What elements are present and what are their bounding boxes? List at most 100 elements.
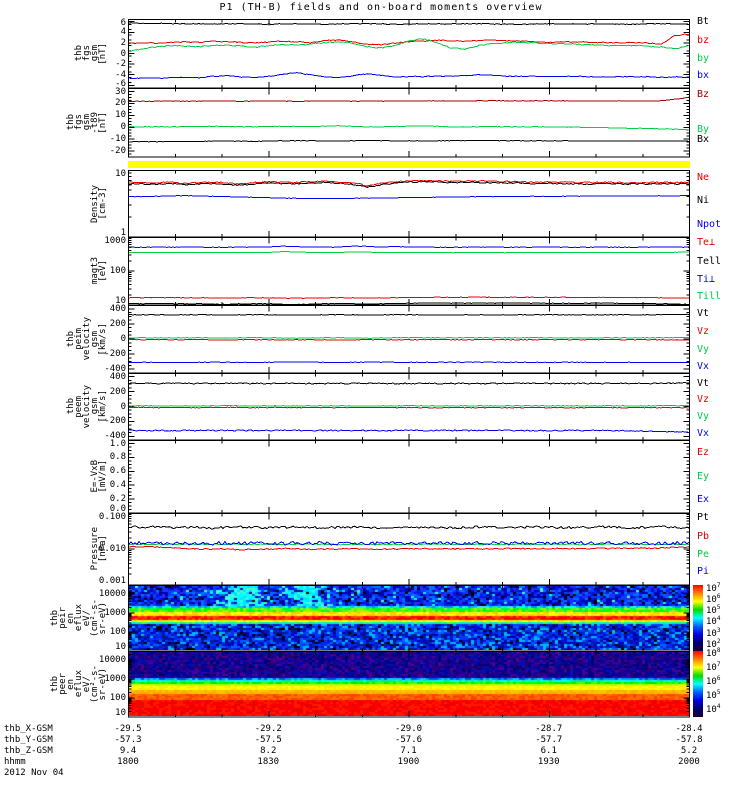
ytick-label: -10: [109, 134, 126, 145]
legend-Vx: Vx: [697, 428, 710, 439]
colorbar-label: 107: [706, 582, 721, 594]
footer-value: -57.8: [675, 735, 703, 745]
ytick-label: 0: [120, 122, 126, 133]
series-Pb: [128, 545, 690, 551]
ylabel-pressure: Pressure [nPa]: [35, 513, 108, 585]
legend-Vz: Vz: [697, 326, 710, 337]
panel-magt3: [128, 237, 690, 306]
legend-Pi: Pi: [697, 566, 710, 577]
colorbar-label: 108: [706, 647, 721, 659]
colorbar-label: 105: [706, 605, 720, 616]
panel-frame: [128, 170, 690, 238]
ytick-label: 30: [115, 87, 126, 97]
ytick-label: 0.6: [109, 466, 126, 477]
colorbar-label-base: 10: [706, 677, 717, 687]
legend-by: by: [697, 53, 710, 64]
legend-Te⊥: Te⊥: [697, 237, 716, 248]
ytick-label: 1: [120, 228, 126, 238]
series-Tell: [128, 302, 689, 306]
series-Vz: [129, 338, 690, 341]
footer-value: -28.7: [535, 724, 563, 734]
series-Vt: [128, 382, 690, 385]
colorbar-peer-eflux: [693, 651, 703, 717]
series-Bz: [128, 96, 690, 103]
colorbar-label-exp: 4: [716, 703, 721, 710]
ytick-label: -400: [104, 364, 126, 374]
panel-frame: [128, 651, 690, 718]
legend-Ey: Ey: [697, 471, 710, 482]
footer-value: -28.4: [675, 724, 703, 734]
series-Pi: [128, 540, 690, 546]
legend-Ne: Ne: [697, 172, 710, 183]
legend-Vy: Vy: [697, 411, 710, 422]
ylabel-peer-eflux: thb peer en eflux eV/(cm²-s-sr-eV): [35, 651, 108, 717]
series-Till: [128, 251, 689, 254]
footer-value: 1930: [537, 757, 560, 767]
colorbar-peir-eflux: [693, 585, 703, 651]
series-Vx: [128, 429, 690, 433]
legend-Ti⊥: Ti⊥: [697, 274, 716, 285]
series-by: [128, 38, 690, 53]
colorbar-label: 104: [706, 616, 720, 627]
colorbar-label-exp: 2: [716, 638, 721, 645]
legend-Tell: Tell: [697, 256, 722, 267]
legend-Ez: Ez: [697, 447, 710, 458]
series-Bt: [128, 22, 690, 26]
ylabel-line: [km/s]: [98, 390, 108, 423]
series-bx: [128, 72, 690, 79]
ylabel-fgs-gsm-t89: thb fgs gsm -t89 [nT]: [35, 88, 108, 157]
legend-Vt: Vt: [697, 308, 710, 319]
footer-value: -57.5: [254, 735, 282, 745]
colorbar-label-exp: 7: [716, 582, 721, 589]
series-Vz: [128, 406, 689, 409]
ytick-label: 1000: [104, 236, 126, 246]
legend-By: By: [697, 124, 710, 135]
footer-value: 6.1: [540, 746, 557, 756]
ytick-label: 6: [120, 18, 126, 28]
footer-row-label: thb_Y-GSM: [4, 735, 53, 745]
legend-bx: bx: [697, 70, 710, 81]
footer-value: 9.4: [119, 746, 137, 756]
ytick-label: 0.4: [109, 480, 126, 491]
series-Pt: [128, 525, 690, 530]
ylabel-line: [nT]: [98, 111, 108, 134]
panel-peir-eflux: [128, 585, 690, 652]
ytick-label: 0.8: [109, 452, 126, 463]
colorbar-label-base: 10: [706, 584, 717, 594]
colorbar-label: 105: [706, 690, 720, 701]
legend-Vx: Vx: [697, 361, 710, 372]
panel-fgs-gsm: [128, 19, 690, 89]
series-By: [128, 125, 690, 131]
series-Ti⊥: [129, 245, 690, 248]
series-Npot: [128, 195, 690, 200]
legend-Ni: Ni: [697, 195, 710, 206]
legend-Vt: Vt: [697, 378, 710, 389]
ylabel-line: [mV/m]: [98, 460, 108, 493]
ytick-label: 400: [109, 304, 126, 314]
panel-peim-velocity: [128, 305, 690, 374]
legend-Pt: Pt: [697, 512, 710, 523]
colorbar-label-exp: 3: [716, 627, 721, 634]
ylabel-peir-eflux: thb peir en eflux eV/(cm²-s-sr-eV): [35, 585, 108, 651]
ytick-label: 2: [120, 37, 126, 48]
footer-value: -29.2: [254, 724, 282, 734]
colorbar-label-exp: 8: [716, 647, 721, 654]
series-Vy: [128, 404, 690, 407]
ytick-label: 100: [109, 693, 126, 704]
ytick-label: 10: [115, 296, 126, 306]
series-Ne: [128, 179, 690, 187]
ytick-label: 0: [120, 334, 126, 344]
ytick-label: 10: [115, 169, 126, 179]
ytick-label: 10: [115, 708, 126, 718]
footer-value: 5.2: [680, 746, 698, 756]
series-Vx: [128, 361, 689, 364]
ytick-label: 20: [115, 98, 126, 109]
legend-Pb: Pb: [697, 531, 710, 542]
footer-value: 2000: [678, 757, 700, 767]
colorbar-label-base: 10: [706, 595, 717, 605]
panel-frame: [128, 19, 690, 89]
ytick-label: -2: [115, 59, 126, 70]
footer-value: -57.7: [535, 735, 563, 745]
ytick-label: 1000: [104, 608, 126, 619]
legend-Bz: Bz: [697, 89, 710, 100]
